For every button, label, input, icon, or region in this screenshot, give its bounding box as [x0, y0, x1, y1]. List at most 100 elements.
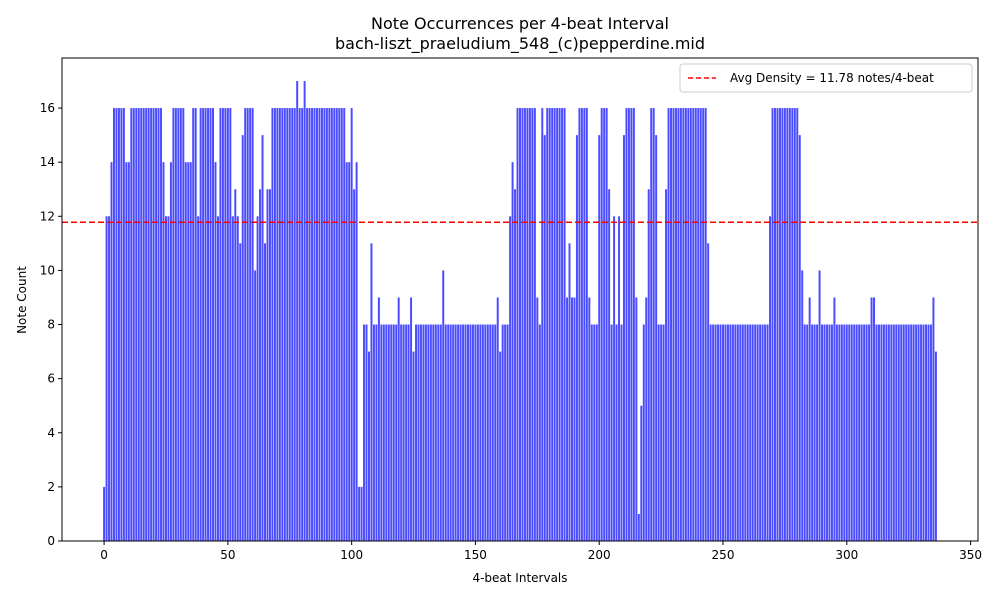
bar	[207, 108, 210, 541]
bar	[142, 108, 145, 541]
bar	[830, 324, 833, 541]
bar	[259, 189, 262, 542]
bar	[882, 324, 885, 541]
bar	[471, 324, 474, 541]
bar	[212, 108, 215, 541]
bar	[583, 108, 586, 541]
bar	[353, 189, 356, 542]
bar	[726, 324, 729, 541]
bar	[402, 324, 405, 541]
x-tick-label: 300	[835, 548, 858, 562]
bar	[890, 324, 893, 541]
bar	[189, 162, 192, 541]
plot-frame	[61, 57, 979, 542]
bar	[365, 324, 368, 541]
bar	[516, 108, 519, 541]
bar	[276, 108, 279, 541]
bar	[348, 162, 351, 541]
bar	[501, 324, 504, 541]
bar	[145, 108, 148, 541]
bar	[162, 162, 165, 541]
bar	[140, 108, 143, 541]
bar	[135, 108, 138, 541]
bar	[714, 324, 717, 541]
bar	[338, 108, 341, 541]
bar	[875, 324, 878, 541]
bar	[412, 351, 415, 541]
x-axis-label: 4-beat Intervals	[472, 571, 567, 585]
bar	[169, 162, 172, 541]
bar	[590, 324, 593, 541]
bar	[776, 108, 779, 541]
bar	[241, 135, 244, 541]
bar	[422, 324, 425, 541]
y-tick-label: 16	[40, 101, 55, 115]
bar	[278, 108, 281, 541]
bar	[838, 324, 841, 541]
bar	[543, 135, 546, 541]
bar	[793, 108, 796, 541]
bar	[603, 108, 606, 541]
bar	[618, 216, 621, 542]
bar	[684, 108, 687, 541]
bar	[843, 324, 846, 541]
bar	[496, 297, 499, 541]
bar	[199, 108, 202, 541]
bar	[323, 108, 326, 541]
bar	[585, 108, 588, 541]
bar	[647, 189, 650, 542]
bar	[219, 108, 222, 541]
bar	[845, 324, 848, 541]
bar	[759, 324, 762, 541]
bar	[595, 324, 598, 541]
bar	[454, 324, 457, 541]
bar	[620, 324, 623, 541]
bar	[177, 108, 180, 541]
bar	[536, 297, 539, 541]
bar	[632, 108, 635, 541]
bar	[296, 81, 299, 541]
bar	[415, 324, 418, 541]
bar	[729, 324, 732, 541]
bar	[392, 324, 395, 541]
bar	[479, 324, 482, 541]
bar	[283, 108, 286, 541]
bar	[266, 189, 269, 542]
bar	[439, 324, 442, 541]
bar	[766, 324, 769, 541]
bar	[546, 108, 549, 541]
bar	[600, 108, 603, 541]
y-axis-ticks: 0 2 4 6 8 10 12 14 16	[40, 101, 62, 548]
bar	[209, 108, 212, 541]
bar	[147, 108, 150, 541]
bar	[821, 324, 824, 541]
bar	[385, 324, 388, 541]
bar	[127, 162, 130, 541]
bar	[340, 108, 343, 541]
bar	[103, 486, 106, 541]
bar	[291, 108, 294, 541]
bar	[355, 162, 358, 541]
bar	[825, 324, 828, 541]
bar	[122, 108, 125, 541]
bar	[467, 324, 469, 541]
bar	[934, 351, 937, 541]
bar	[506, 324, 509, 541]
bar	[390, 324, 393, 541]
bar	[551, 108, 554, 541]
bar	[707, 243, 710, 541]
bar	[712, 324, 715, 541]
bar	[796, 108, 799, 541]
bar	[665, 189, 668, 542]
bar	[491, 324, 494, 541]
bar	[702, 108, 705, 541]
bar	[689, 108, 692, 541]
bar	[722, 324, 724, 541]
bar	[605, 108, 608, 541]
chart-title: Note Occurrences per 4-beat Interval	[371, 14, 669, 33]
bar	[786, 108, 789, 541]
bar	[113, 108, 115, 541]
bar	[397, 297, 400, 541]
bar	[840, 324, 843, 541]
bar	[264, 243, 266, 541]
